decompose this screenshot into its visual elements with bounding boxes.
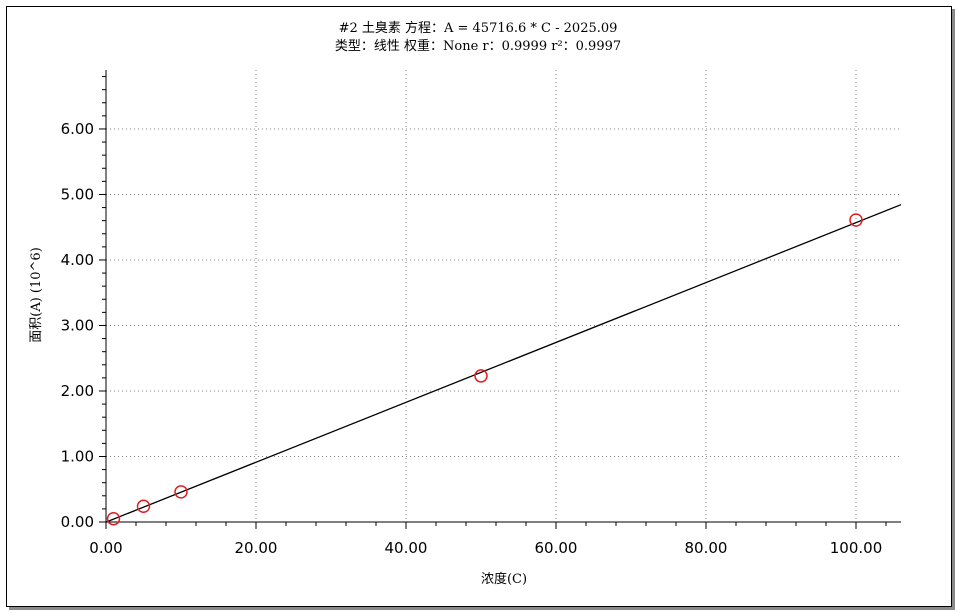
- x-axis-title: 浓度(C): [481, 571, 527, 587]
- axis-layer: 0.00 1.00 2.00 3.00 4.00 5.00 6.00 0.00 20.00 40.…: [61, 70, 901, 557]
- fit-line-layer: [106, 204, 902, 523]
- y-axis-title: 面积(A) (10^6): [29, 247, 44, 343]
- y-tick-label: 2.00: [61, 382, 94, 400]
- data-point: [136, 499, 151, 514]
- chart-frame: [6, 6, 952, 607]
- chart-title-line-2: 类型：线性 权重：None r：0.9999 r²：0.9997: [335, 38, 621, 54]
- fit-line: [106, 204, 902, 523]
- y-tick-label: 4.00: [61, 251, 94, 269]
- x-tick-label: 80.00: [685, 539, 728, 557]
- data-point: [849, 213, 863, 227]
- chart-title-line-1: #2 土臭素 方程：A = 45716.6 * C - 2025.09: [339, 20, 618, 36]
- x-tick-label: 20.00: [235, 539, 278, 557]
- y-tick-label: 5.00: [61, 185, 94, 203]
- y-tick-label: 1.00: [61, 447, 94, 465]
- x-tick-label: 0.00: [89, 539, 122, 557]
- data-point-layer: [106, 213, 863, 526]
- y-tick-label: 0.00: [61, 513, 94, 531]
- grid-layer: [106, 70, 901, 522]
- data-point: [106, 511, 121, 526]
- data-point: [174, 485, 188, 499]
- y-tick-label: 3.00: [61, 316, 94, 334]
- x-tick-label: 100.00: [830, 539, 883, 557]
- data-point: [474, 369, 488, 383]
- x-tick-label: 40.00: [385, 539, 428, 557]
- y-tick-label: 6.00: [61, 120, 94, 138]
- x-tick-label: 60.00: [535, 539, 578, 557]
